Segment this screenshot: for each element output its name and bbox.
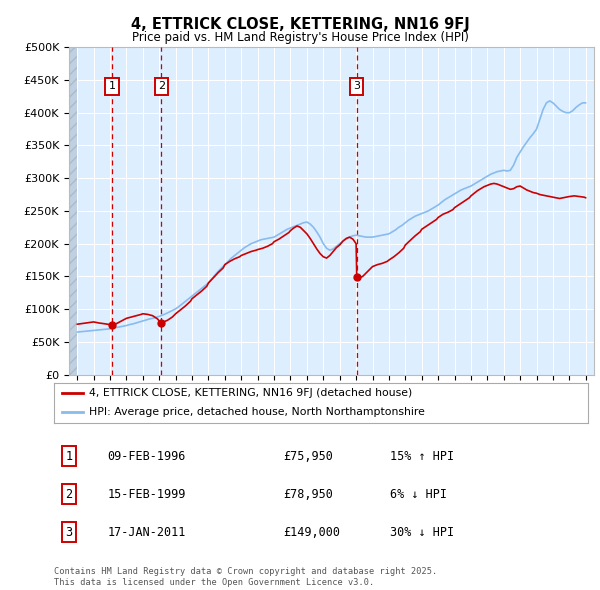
Text: 15-FEB-1999: 15-FEB-1999 (107, 487, 186, 501)
Text: Contains HM Land Registry data © Crown copyright and database right 2025.
This d: Contains HM Land Registry data © Crown c… (54, 568, 437, 586)
Text: 3: 3 (65, 526, 73, 539)
Text: 2: 2 (158, 81, 165, 91)
Text: 17-JAN-2011: 17-JAN-2011 (107, 526, 186, 539)
Text: Price paid vs. HM Land Registry's House Price Index (HPI): Price paid vs. HM Land Registry's House … (131, 31, 469, 44)
Text: 15% ↑ HPI: 15% ↑ HPI (391, 450, 455, 463)
Text: 2: 2 (65, 487, 73, 501)
Text: 1: 1 (65, 450, 73, 463)
Text: 4, ETTRICK CLOSE, KETTERING, NN16 9FJ: 4, ETTRICK CLOSE, KETTERING, NN16 9FJ (131, 17, 469, 32)
Bar (69, 47, 77, 375)
Text: HPI: Average price, detached house, North Northamptonshire: HPI: Average price, detached house, Nort… (89, 407, 425, 417)
Text: 3: 3 (353, 81, 360, 91)
Text: 4, ETTRICK CLOSE, KETTERING, NN16 9FJ (detached house): 4, ETTRICK CLOSE, KETTERING, NN16 9FJ (d… (89, 388, 412, 398)
Text: £78,950: £78,950 (284, 487, 334, 501)
Text: 09-FEB-1996: 09-FEB-1996 (107, 450, 186, 463)
Text: 6% ↓ HPI: 6% ↓ HPI (391, 487, 448, 501)
Text: 30% ↓ HPI: 30% ↓ HPI (391, 526, 455, 539)
Text: £75,950: £75,950 (284, 450, 334, 463)
Text: 1: 1 (109, 81, 115, 91)
Text: £149,000: £149,000 (284, 526, 341, 539)
